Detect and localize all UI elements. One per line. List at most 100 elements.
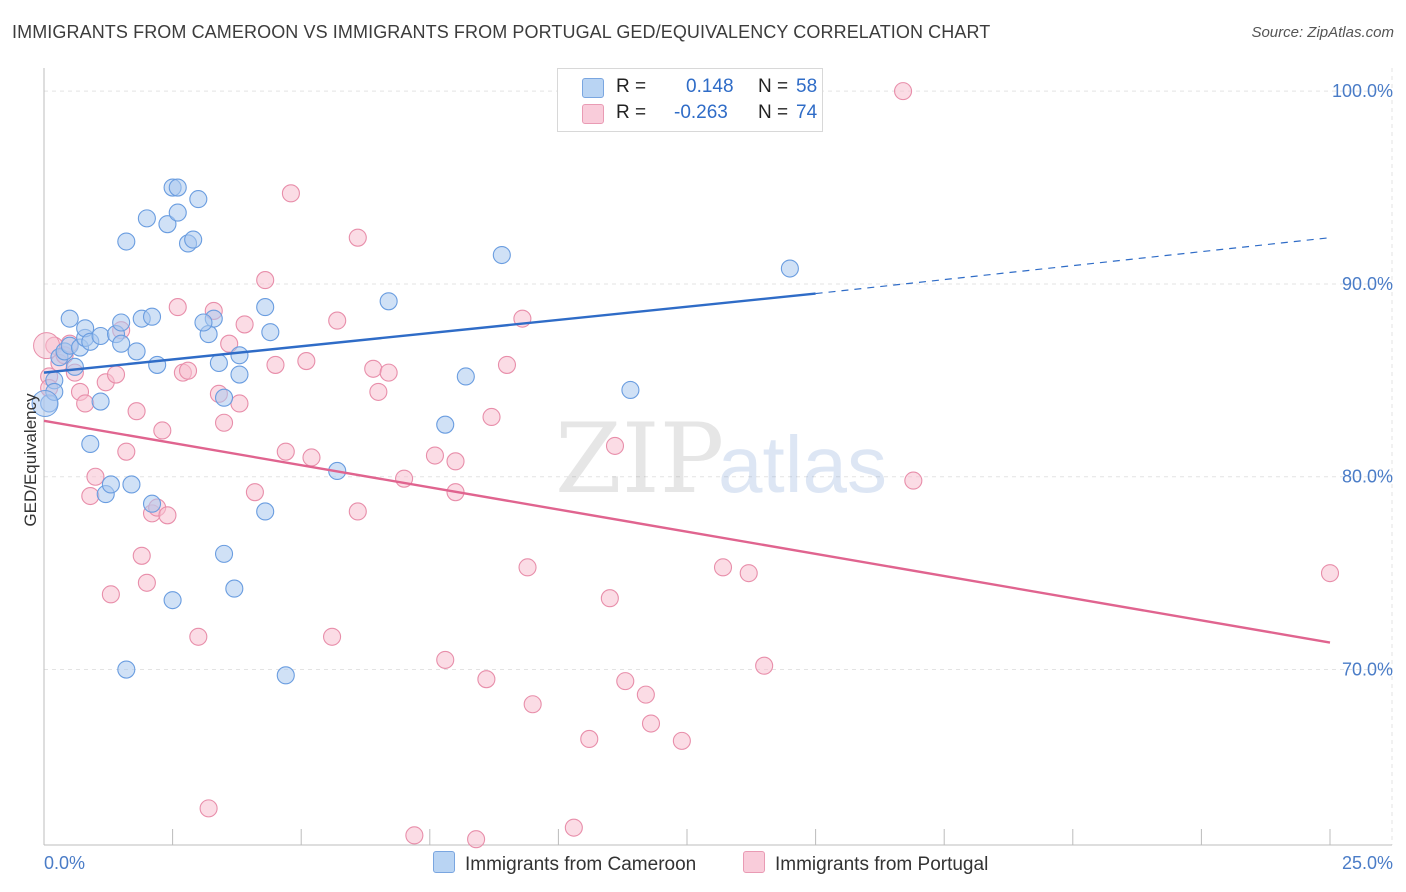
data-point-portugal — [636, 685, 655, 704]
data-point-cameroon — [122, 475, 141, 494]
y-tick-label: 90.0% — [1342, 274, 1393, 294]
watermark-atlas: atlas — [718, 420, 887, 509]
trend-line-portugal — [43, 419, 1331, 644]
data-point-cameroon — [379, 292, 398, 311]
data-point-portugal — [425, 446, 444, 465]
data-point-cameroon — [492, 245, 511, 265]
x-tick-label: 0.0% — [44, 853, 85, 873]
data-point-portugal — [328, 311, 347, 330]
legend-label-cameroon: Immigrants from Cameroon — [465, 854, 697, 875]
data-point-cameroon — [81, 434, 100, 454]
data-point-cameroon — [148, 355, 167, 374]
data-point-cameroon — [276, 666, 295, 685]
data-point-portugal — [405, 826, 424, 845]
data-point-cameroon — [225, 579, 244, 598]
trend-lines — [43, 237, 1331, 644]
data-point-cameroon — [65, 357, 84, 376]
data-point-portugal — [739, 564, 758, 583]
data-point-cameroon — [189, 190, 208, 209]
data-point-cameroon — [117, 660, 136, 679]
legend-r-value: -0.263 — [674, 102, 728, 123]
watermark-zip: ZIP — [555, 403, 724, 515]
data-point-cameroon — [214, 388, 234, 407]
data-point-portugal — [446, 452, 465, 471]
data-point-cameroon — [142, 307, 162, 326]
axes — [43, 68, 1392, 846]
data-point-portugal — [199, 799, 218, 818]
data-point-cameroon — [112, 313, 131, 332]
data-point-cameroon — [91, 326, 110, 346]
data-point-portugal — [580, 729, 599, 749]
legend-swatch-cameroon — [582, 78, 604, 98]
data-point-cameroon — [621, 380, 640, 400]
data-point-portugal — [518, 558, 537, 577]
data-point-portugal — [235, 315, 254, 334]
data-point-portugal — [323, 627, 342, 646]
data-point-portugal — [81, 486, 100, 506]
data-point-portugal — [641, 714, 661, 733]
source-note: Source: ZipAtlas.com — [1251, 24, 1394, 41]
chart-title: IMMIGRANTS FROM CAMEROON VS IMMIGRANTS F… — [12, 22, 991, 42]
data-point-cameroon — [163, 591, 182, 610]
legend-n-label: N = — [758, 76, 789, 97]
data-point-cameroon — [780, 259, 799, 278]
data-point-portugal — [266, 355, 285, 374]
data-point-portugal — [364, 359, 383, 378]
data-point-cameroon — [230, 346, 249, 365]
y-tick-label: 70.0% — [1342, 660, 1393, 680]
data-point-cameroon — [256, 298, 275, 317]
data-point-portugal — [600, 589, 619, 608]
data-point-cameroon — [256, 502, 275, 521]
data-point-portugal — [101, 585, 120, 604]
data-point-portugal — [672, 731, 691, 750]
data-point-cameroon — [127, 342, 146, 361]
legend-label-portugal: Immigrants from Portugal — [775, 854, 989, 875]
data-point-cameroon — [184, 230, 203, 249]
data-point-cameroon — [91, 392, 110, 411]
data-point-portugal — [117, 442, 136, 461]
data-point-portugal — [214, 413, 234, 432]
cameroon-points — [31, 82, 799, 685]
data-point-portugal — [127, 402, 146, 421]
trend-line-cameroon — [43, 292, 816, 374]
data-point-portugal — [467, 830, 486, 849]
data-point-cameroon — [101, 475, 120, 494]
legend-item-portugal: Immigrants from Portugal — [743, 851, 988, 876]
data-point-portugal — [106, 365, 126, 384]
y-axis-label: GED/Equivalency — [21, 393, 40, 527]
data-point-portugal — [348, 228, 367, 247]
data-point-cameroon — [137, 209, 156, 228]
data-point-portugal — [276, 442, 295, 461]
data-point-portugal — [369, 382, 388, 401]
data-point-portugal — [153, 421, 172, 440]
data-point-cameroon — [112, 334, 131, 353]
data-point-portugal — [379, 363, 398, 382]
data-point-portugal — [76, 394, 95, 413]
data-point-portugal — [281, 184, 300, 203]
data-point-cameroon — [142, 494, 162, 513]
data-point-portugal — [713, 558, 733, 577]
data-point-portugal — [189, 627, 208, 646]
legend-swatch-portugal — [743, 851, 765, 873]
legend-n-value: 74 — [796, 102, 818, 123]
data-point-portugal — [256, 271, 275, 290]
data-point-cameroon — [261, 323, 280, 342]
watermark: ZIP atlas — [555, 403, 887, 515]
data-point-portugal — [497, 355, 517, 374]
data-point-portugal — [230, 394, 249, 413]
data-point-portugal — [178, 361, 198, 380]
y-tick-label: 80.0% — [1342, 467, 1393, 487]
data-point-portugal — [616, 672, 635, 691]
y-tick-labels: 70.0% 80.0% 90.0% 100.0% — [1332, 81, 1393, 679]
data-point-portugal — [436, 650, 455, 669]
data-point-cameroon — [436, 415, 455, 434]
legend-swatch-portugal — [582, 104, 604, 124]
legend-swatch-cameroon — [433, 851, 455, 873]
legend-item-cameroon: Immigrants from Cameroon — [433, 851, 696, 876]
data-point-cameroon — [168, 178, 187, 197]
trend-line-cameroon-extension — [815, 237, 1331, 295]
data-point-portugal — [755, 656, 774, 675]
data-point-portugal — [220, 334, 239, 353]
legend-n-value: 58 — [796, 76, 818, 97]
